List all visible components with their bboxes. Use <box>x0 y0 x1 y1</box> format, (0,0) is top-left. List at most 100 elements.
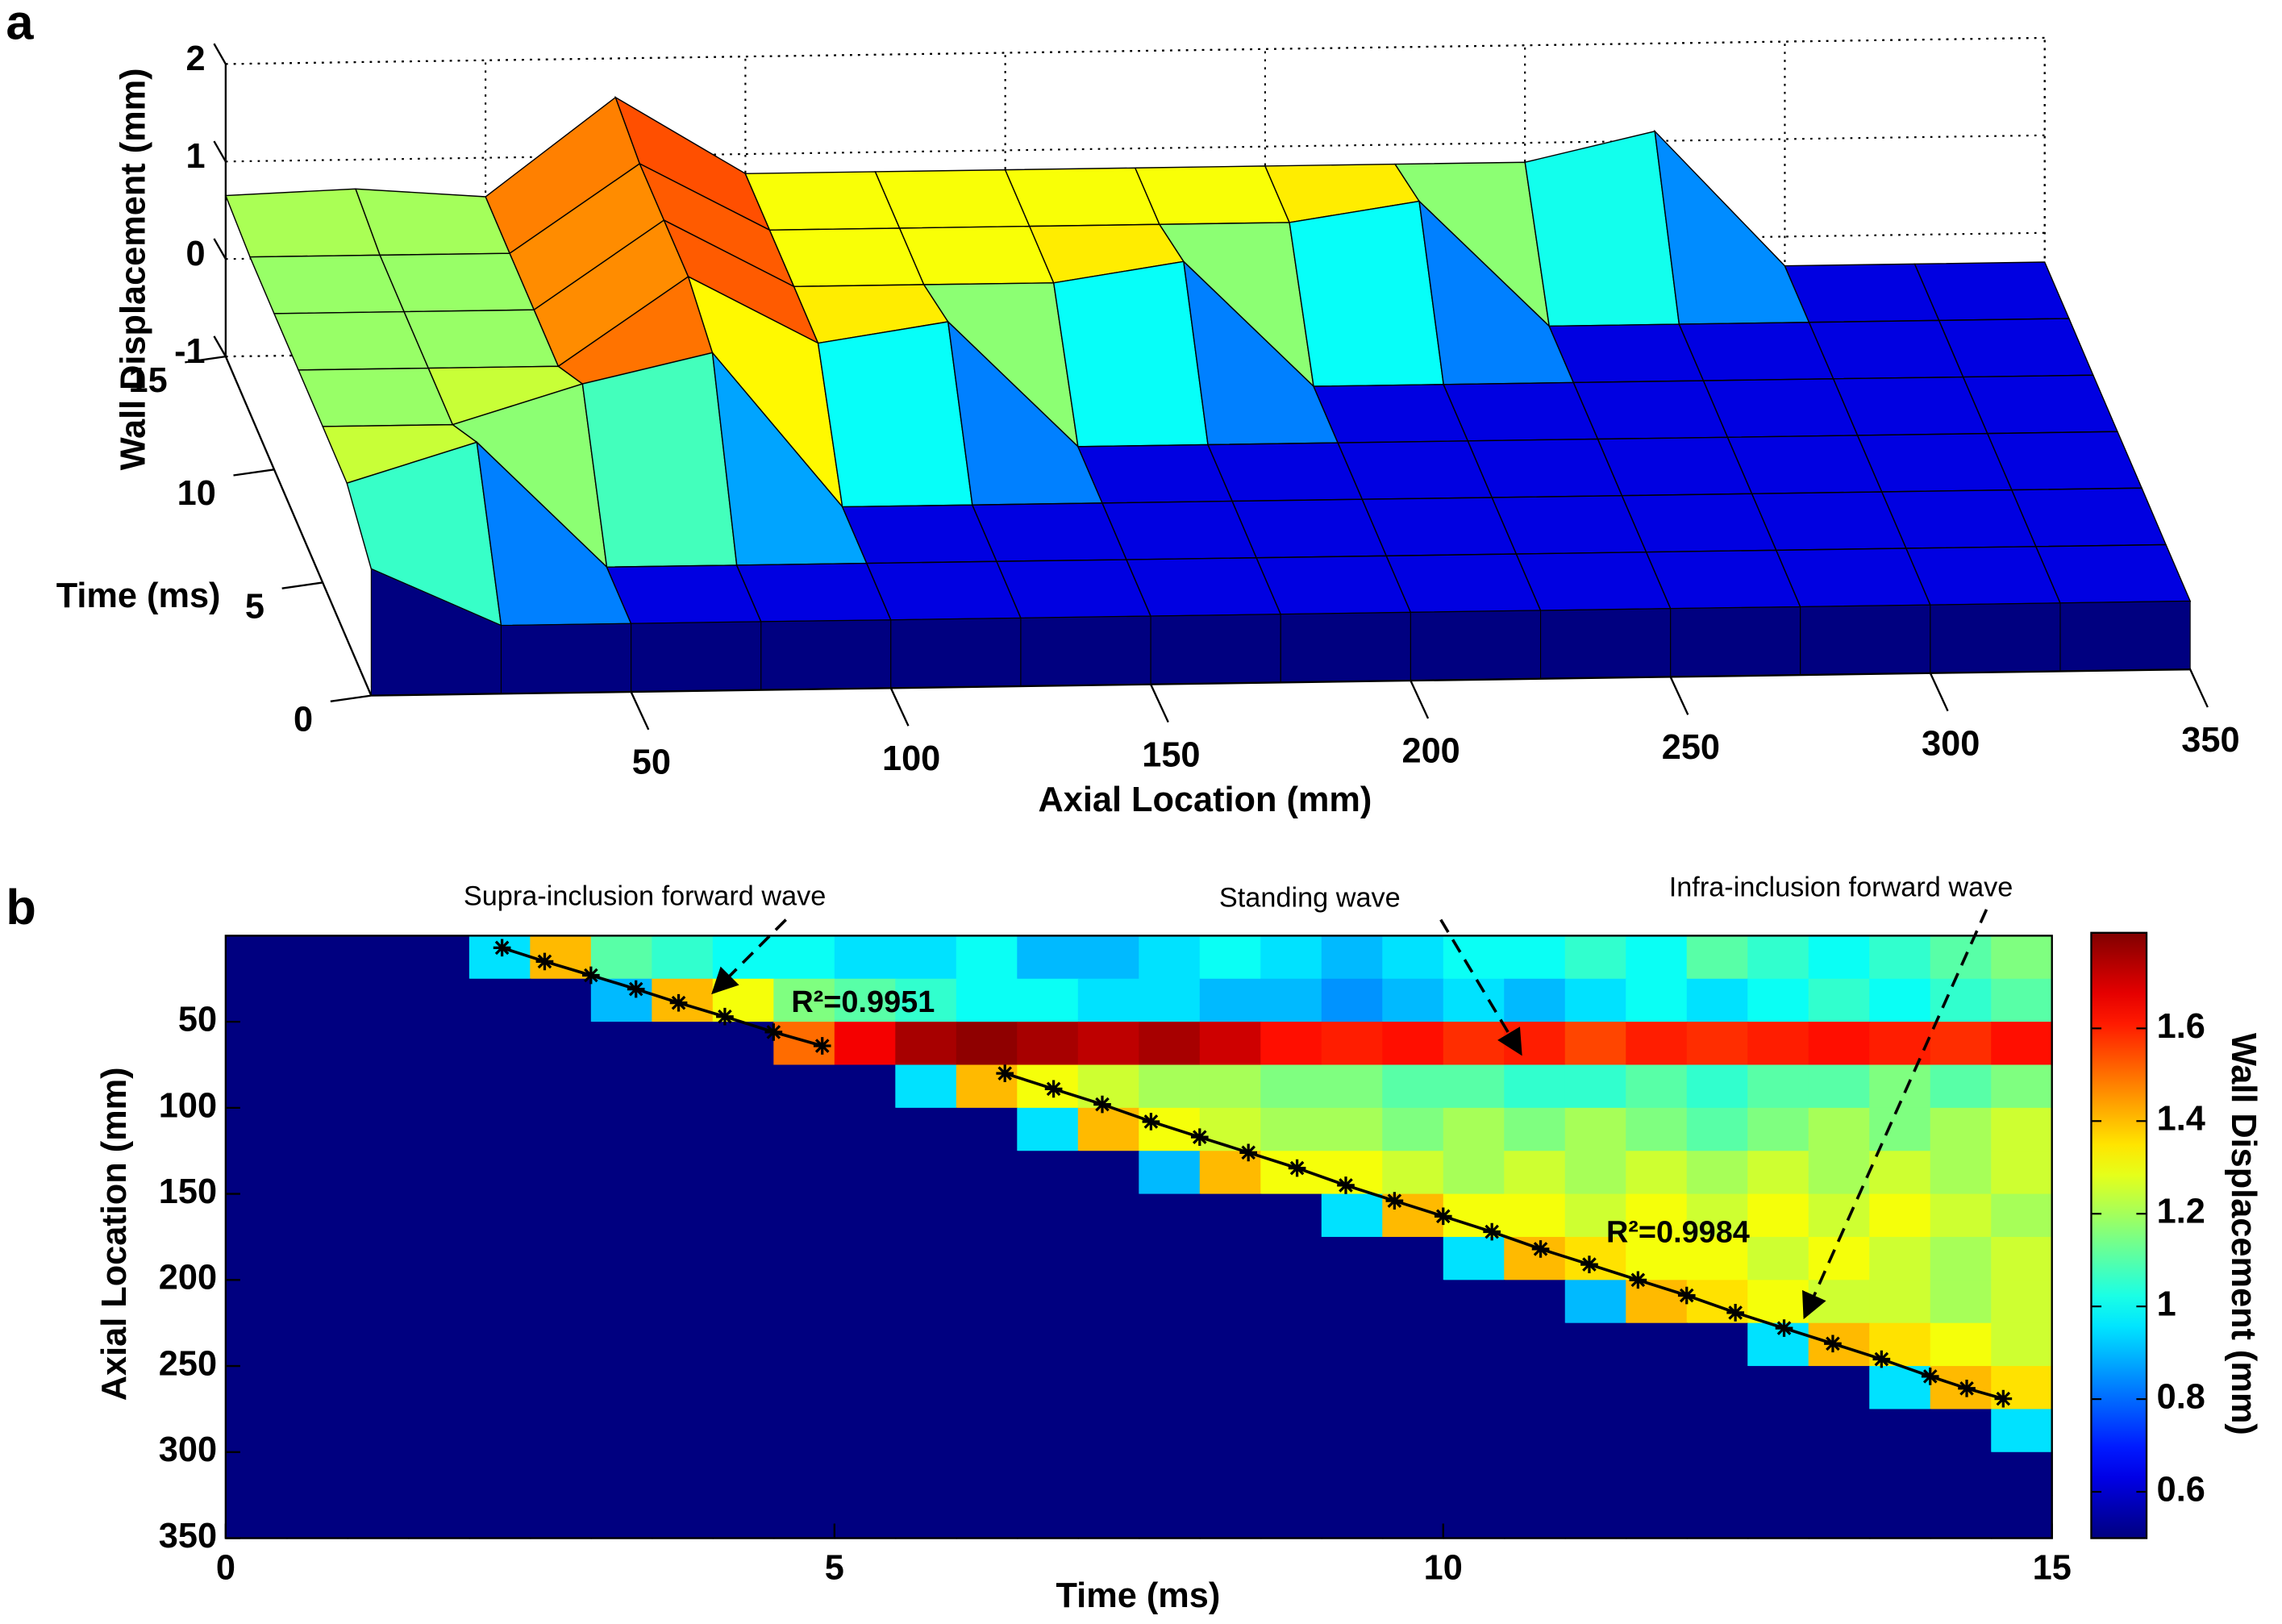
heat-cell <box>468 935 531 980</box>
heat-cell <box>712 1495 775 1539</box>
heat-cell <box>712 1107 775 1152</box>
heat-cell <box>1808 1366 1871 1410</box>
heat-cell <box>1321 978 1384 1023</box>
heat-cell <box>1077 978 1140 1023</box>
heat-cell <box>1017 1151 1079 1195</box>
heat-cell <box>1199 1064 1262 1109</box>
heat-cell <box>1504 1409 1566 1453</box>
heat-cell <box>1199 1495 1262 1539</box>
heat-cell <box>1260 1495 1322 1539</box>
heat-cell <box>347 1151 410 1195</box>
fit-marker <box>582 966 600 985</box>
surface-skirt <box>760 619 892 691</box>
heat-cell <box>895 978 957 1023</box>
heat-cell <box>1017 1322 1079 1368</box>
heat-cell <box>1017 1409 1079 1453</box>
x-tick-label: 350 <box>2181 721 2239 760</box>
heat-cell <box>1991 1280 2053 1324</box>
surface-patch <box>1385 553 1542 614</box>
surface-patch <box>379 252 535 313</box>
y-tick-label: 50 <box>178 1001 217 1039</box>
heat-cell <box>1382 935 1444 980</box>
heat-cell <box>1808 1193 1871 1239</box>
heat-cell <box>652 1322 714 1368</box>
heat-cell <box>408 1236 470 1281</box>
heat-cell <box>1564 978 1627 1023</box>
heat-cell <box>468 978 531 1023</box>
fit-marker <box>1580 1255 1598 1273</box>
heat-cell <box>1443 1366 1505 1410</box>
fit-marker <box>1677 1286 1696 1305</box>
tick-mark <box>185 355 227 364</box>
heat-cell <box>1443 1409 1505 1453</box>
heat-cell <box>1991 1366 2053 1410</box>
surface-patch <box>874 169 1031 229</box>
surface-patch <box>1962 374 2119 435</box>
heat-cell <box>1017 1451 1079 1497</box>
heat-cell <box>1504 1193 1566 1239</box>
heat-cell <box>468 1322 531 1368</box>
heat-cell <box>1930 1064 1993 1109</box>
annotation: Supra-inclusion forward wave <box>464 881 826 912</box>
heat-cell <box>956 1280 1018 1324</box>
heat-cell <box>1747 935 1809 980</box>
heat-cell <box>530 1451 592 1497</box>
heat-cell <box>530 1495 592 1539</box>
y-tick-label: 150 <box>159 1172 217 1211</box>
heat-cell <box>1808 935 1871 980</box>
heat-cell <box>1626 1495 1688 1539</box>
heat-cell <box>895 1451 957 1497</box>
surface-patch <box>1361 497 1518 557</box>
fit-marker <box>1239 1143 1258 1162</box>
surface-skirt <box>890 617 1022 689</box>
heat-cell <box>895 935 957 980</box>
fit-marker <box>493 939 511 957</box>
colorbar-label: Wall Displacement (mm) <box>2224 1033 2263 1435</box>
heat-cell <box>712 1366 775 1410</box>
heat-cell <box>225 1280 288 1324</box>
heat-cell <box>1017 1236 1079 1281</box>
heat-cell <box>1321 1451 1384 1497</box>
tick-mark <box>1410 680 1430 719</box>
heat-cell <box>1564 1022 1627 1066</box>
fit-marker <box>1483 1222 1501 1241</box>
heat-cell <box>347 1022 410 1066</box>
fit-marker <box>1824 1335 1842 1353</box>
heat-cell <box>1382 1151 1444 1195</box>
heat-cell <box>1930 1022 1993 1066</box>
z-tick-label: -1 <box>174 332 206 371</box>
heat-cell <box>1747 1495 1809 1539</box>
heat-cell <box>1321 1495 1384 1539</box>
heat-cell <box>652 1451 714 1497</box>
heat-cell <box>1199 1322 1262 1368</box>
heat-cell <box>652 1409 714 1453</box>
heat-cell <box>1504 1495 1566 1539</box>
heat-cell <box>1747 1022 1809 1066</box>
heat-cell <box>1443 1107 1505 1152</box>
heat-cell <box>956 1366 1018 1410</box>
heat-cell <box>225 1107 288 1152</box>
surface-patch <box>1467 438 1623 498</box>
heat-cell <box>1321 1409 1384 1453</box>
heat-cell <box>347 978 410 1023</box>
surface-patch <box>1289 200 1445 387</box>
y-tick-label: 100 <box>159 1086 217 1125</box>
heat-cell <box>1869 1280 1931 1324</box>
surface-skirt <box>2059 600 2191 673</box>
heat-cell <box>956 1151 1018 1195</box>
grid-line <box>225 36 2045 65</box>
heat-cell <box>1077 1280 1140 1324</box>
surface-skirt <box>631 621 762 693</box>
heat-cell <box>712 1280 775 1324</box>
heat-cell <box>1077 1022 1140 1066</box>
heat-cell <box>773 1151 835 1195</box>
grid-line <box>225 134 2045 163</box>
heat-cell <box>1199 978 1262 1023</box>
heat-cell <box>1139 1495 1201 1539</box>
heat-cell <box>834 978 897 1023</box>
heat-cell <box>1443 1280 1505 1324</box>
x-tick-label: 0 <box>216 1549 235 1588</box>
heat-cell <box>1139 978 1201 1023</box>
heat-cell <box>1930 1236 1993 1281</box>
heat-cell <box>1869 1409 1931 1453</box>
